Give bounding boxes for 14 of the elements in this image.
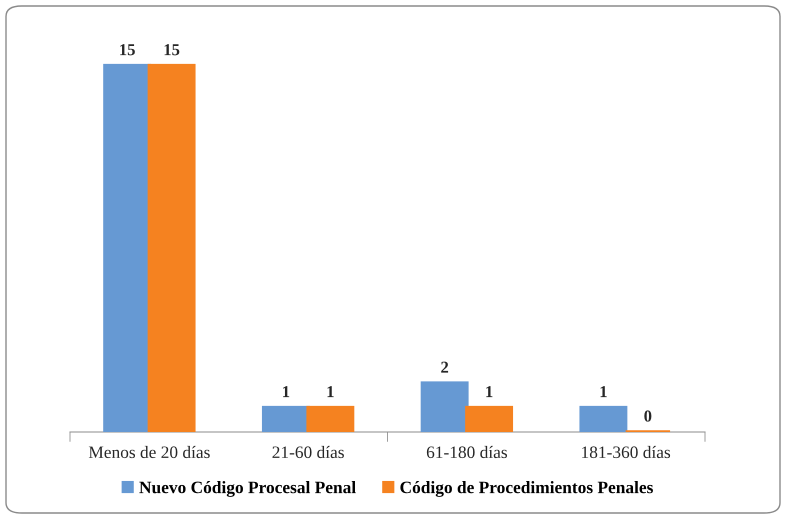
data-label: 1 bbox=[486, 386, 492, 398]
data-label: 1 bbox=[283, 386, 290, 398]
x-tick-label: 21-60 días bbox=[272, 446, 344, 458]
data-label: 15 bbox=[164, 44, 180, 56]
legend-label: Código de Procedimientos Penales bbox=[400, 481, 653, 497]
data-label: 2 bbox=[441, 362, 448, 373]
legend-label: Nuevo Código Procesal Penal bbox=[139, 481, 356, 497]
data-label: 0 bbox=[644, 410, 652, 422]
data-label: 1 bbox=[328, 386, 334, 398]
data-label: 15 bbox=[120, 44, 135, 56]
data-label: 1 bbox=[600, 386, 607, 398]
x-tick-label: 61-180 días bbox=[426, 446, 507, 458]
x-tick-label: 181-360 días bbox=[582, 446, 670, 458]
x-tick-label: Menos de 20 días bbox=[88, 446, 210, 458]
